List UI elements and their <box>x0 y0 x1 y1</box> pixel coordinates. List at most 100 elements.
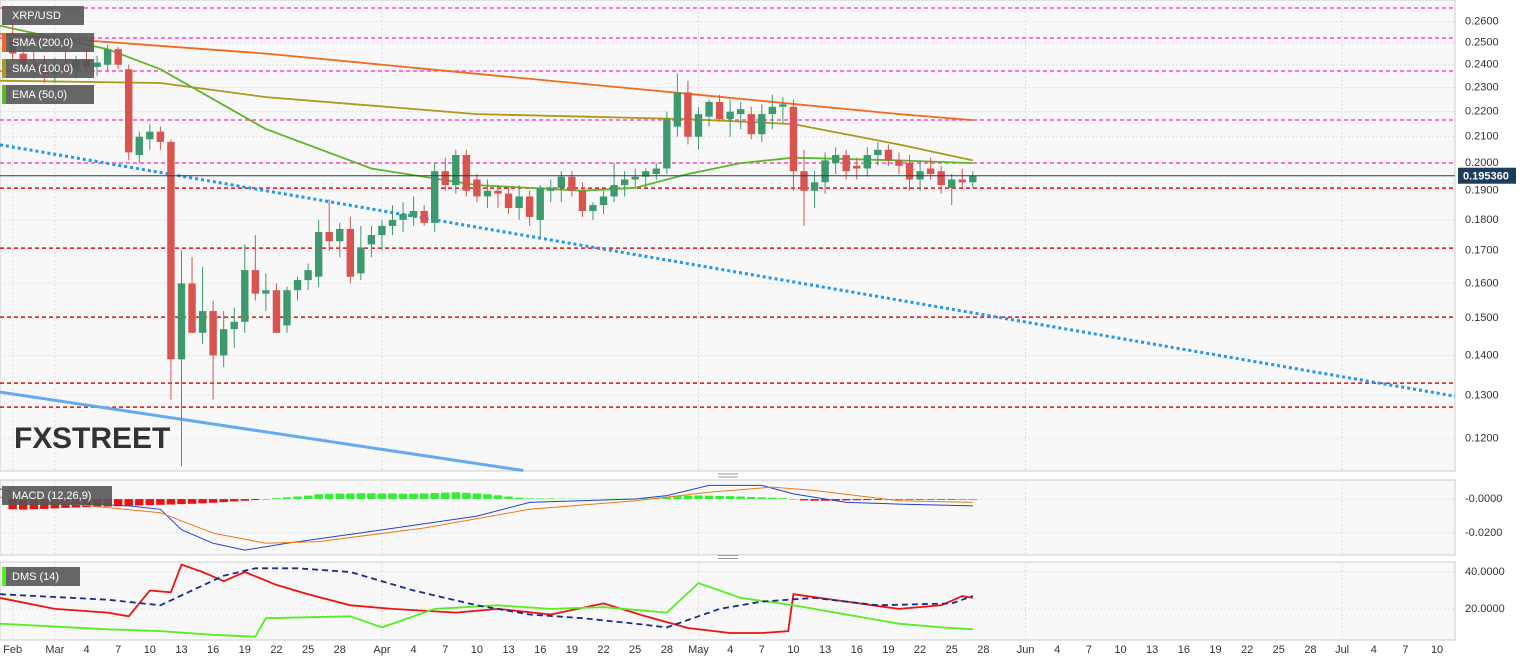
candle-body <box>473 179 481 197</box>
x-tick-label: 4 <box>1371 644 1377 656</box>
candle-body <box>800 171 808 191</box>
histogram-bar <box>641 498 650 500</box>
y-tick-label: 0.2000 <box>1465 157 1499 169</box>
histogram-bar <box>430 493 439 500</box>
x-tick-label: 4 <box>1054 644 1060 656</box>
x-tick-label: 28 <box>661 644 673 656</box>
candle-body <box>114 49 122 65</box>
histogram-bar <box>303 495 313 500</box>
candle-body <box>620 179 629 186</box>
histogram-bar <box>377 493 387 500</box>
candle-body <box>536 187 544 220</box>
histogram-bar <box>768 497 777 500</box>
histogram-bar <box>177 499 186 505</box>
x-tick-label: 13 <box>819 644 831 656</box>
x-tick-label: 16 <box>207 644 219 656</box>
x-tick-label: 10 <box>144 644 156 656</box>
histogram-bar <box>894 499 904 500</box>
histogram-bar <box>462 492 471 500</box>
histogram-bar <box>124 499 133 506</box>
candle-body <box>209 311 217 356</box>
histogram-bar <box>504 496 513 500</box>
candle-body <box>673 92 682 127</box>
y-tick-label: -0.0200 <box>1465 527 1502 539</box>
x-tick-label: 19 <box>239 644 251 656</box>
candle-body <box>272 290 281 333</box>
x-tick-label: 25 <box>1273 644 1285 656</box>
x-tick-label: Jul <box>1335 644 1349 656</box>
histogram-bar <box>662 497 672 500</box>
y-tick-label: 0.1600 <box>1465 277 1499 289</box>
candle-body <box>325 232 333 242</box>
candle-body <box>462 155 471 191</box>
histogram-bar <box>472 493 482 500</box>
panel-handle[interactable] <box>718 473 738 559</box>
y-tick-label: 0.1700 <box>1465 245 1499 257</box>
candle-body <box>758 114 766 135</box>
legend-swatch <box>2 59 6 78</box>
histogram-bar <box>757 497 767 500</box>
legend-swatch <box>2 33 6 52</box>
candle-body <box>684 92 692 137</box>
candle-body <box>842 155 850 172</box>
candle-body <box>547 187 555 191</box>
trendline <box>0 143 1456 398</box>
y-tick-label: 0.1300 <box>1465 389 1499 401</box>
trendline <box>0 390 524 472</box>
legend-label: MACD (12,26,9) <box>12 490 91 502</box>
x-tick-label: 25 <box>629 644 641 656</box>
candle-body <box>409 210 418 217</box>
candle-body <box>293 280 302 291</box>
x-tick-label: 25 <box>946 644 958 656</box>
candle-body <box>125 69 133 153</box>
y-tick-label: 0.1800 <box>1465 214 1499 226</box>
x-tick-label: 7 <box>442 644 448 656</box>
histogram-bar <box>145 499 155 506</box>
candle-body <box>958 179 966 183</box>
histogram-bar <box>483 494 492 500</box>
x-tick-label: Apr <box>373 644 390 656</box>
histogram-bar <box>198 499 207 504</box>
candle-body <box>241 270 249 322</box>
candle-body <box>768 106 777 115</box>
histogram-bar <box>451 492 461 500</box>
x-tick-label: 28 <box>1304 644 1316 656</box>
candle-body <box>515 196 523 209</box>
x-tick-label: 10 <box>1114 644 1126 656</box>
x-tick-label: 22 <box>1241 644 1253 656</box>
candle-body <box>884 149 893 161</box>
x-tick-label: 7 <box>759 644 765 656</box>
legend-swatch <box>2 85 6 104</box>
y-tick-label: 0.2300 <box>1465 82 1499 94</box>
x-tick-label: May <box>688 644 709 656</box>
histogram-bar <box>166 499 176 505</box>
histogram-bar <box>187 499 197 504</box>
dms-line <box>0 563 973 634</box>
histogram-bar <box>778 498 788 500</box>
candle-body <box>357 247 365 274</box>
x-tick-label: 25 <box>302 644 314 656</box>
candle-body <box>926 168 935 174</box>
legend-box <box>2 567 80 586</box>
candle-body <box>219 329 228 356</box>
histogram-bar <box>704 495 714 500</box>
histogram-bar <box>388 493 397 500</box>
candle-body <box>937 171 945 186</box>
histogram-bar <box>514 497 524 500</box>
legend-box <box>2 59 94 78</box>
y-tick-label: -0.0000 <box>1465 493 1502 505</box>
histogram-bar <box>398 493 408 500</box>
legend-box <box>2 33 94 52</box>
histogram-bar <box>936 499 946 500</box>
histogram-bar <box>863 499 872 501</box>
candle-body <box>747 114 755 135</box>
x-tick-label: 7 <box>1402 644 1408 656</box>
watermark: FX <box>14 422 52 455</box>
histogram-bar <box>441 492 450 500</box>
candle-body <box>557 176 566 188</box>
candle-body <box>167 141 175 360</box>
histogram-bar <box>968 499 978 500</box>
candle-body <box>642 171 650 177</box>
candle-body <box>135 136 143 156</box>
